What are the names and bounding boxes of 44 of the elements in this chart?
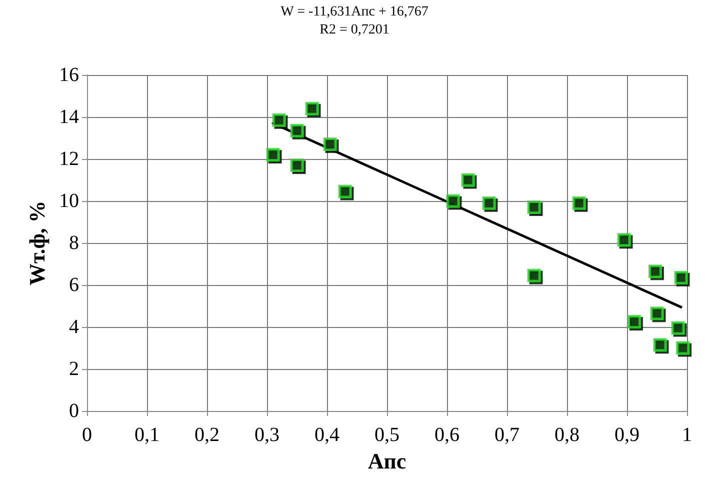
point bbox=[323, 138, 337, 152]
x-tick-label: 0,6 bbox=[434, 424, 460, 446]
point bbox=[446, 194, 460, 208]
x-tick-label: 0,9 bbox=[614, 424, 640, 446]
point bbox=[290, 124, 304, 138]
x-tick-label: 0,1 bbox=[134, 424, 160, 446]
chart-title: W = -11,631Апс + 16,767 bbox=[280, 4, 428, 20]
point bbox=[674, 270, 688, 284]
y-tick-label: 16 bbox=[59, 64, 79, 86]
y-tick-label: 6 bbox=[69, 274, 79, 296]
y-tick-label: 8 bbox=[69, 232, 79, 254]
x-tick-label: 0,8 bbox=[554, 424, 580, 446]
point bbox=[527, 268, 541, 282]
point bbox=[527, 200, 541, 214]
point bbox=[572, 196, 586, 210]
point bbox=[482, 196, 496, 210]
x-tick-label: 0,7 bbox=[494, 424, 520, 446]
point bbox=[648, 264, 662, 278]
x-tick-label: 0,4 bbox=[314, 424, 340, 446]
y-tick-label: 2 bbox=[69, 358, 79, 380]
point bbox=[266, 148, 280, 162]
point bbox=[627, 315, 641, 328]
x-tick-label: 1 bbox=[682, 424, 692, 446]
x-tick-label: 0,5 bbox=[374, 424, 400, 446]
point bbox=[676, 341, 690, 355]
y-tick-label: 4 bbox=[69, 316, 79, 338]
y-tick-label: 10 bbox=[59, 190, 79, 212]
y-tick-label: 0 bbox=[69, 400, 79, 422]
y-tick-label: 12 bbox=[59, 148, 79, 170]
x-axis-title: Апс bbox=[368, 448, 406, 474]
point bbox=[290, 158, 304, 172]
y-axis-title: Wт.ф, % bbox=[24, 200, 50, 286]
point bbox=[653, 338, 667, 352]
x-tick-label: 0,2 bbox=[194, 424, 220, 446]
x-tick-label: 0,3 bbox=[254, 424, 280, 446]
point bbox=[671, 321, 685, 335]
y-tick-label: 14 bbox=[59, 106, 79, 128]
chart-subtitle: R2 = 0,7201 bbox=[320, 22, 390, 38]
point bbox=[305, 102, 319, 116]
point bbox=[650, 306, 664, 320]
point bbox=[272, 113, 286, 127]
point bbox=[338, 184, 352, 198]
point bbox=[617, 233, 631, 247]
point bbox=[461, 173, 475, 187]
